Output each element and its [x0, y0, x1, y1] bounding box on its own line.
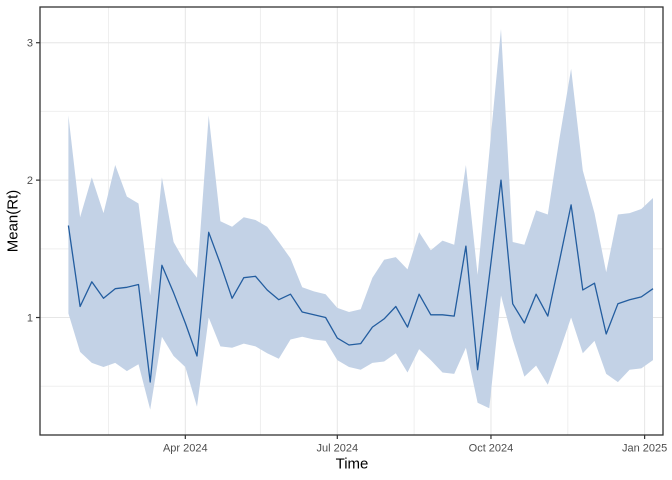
x-tick-label: Jul 2024: [317, 443, 359, 455]
mean-rt-line: [67, 179, 654, 383]
panel-border: [39, 6, 664, 436]
x-tick-label: Jan 2025: [622, 443, 667, 455]
y-axis-title: Mean(Rt): [4, 189, 22, 253]
y-tick-label: 2: [27, 175, 33, 187]
x-axis-title: Time: [335, 455, 369, 473]
y-tick-label: 1: [27, 313, 33, 325]
x-tick-label: Apr 2024: [163, 443, 208, 455]
credible-interval-ribbon: [68, 29, 653, 410]
x-tick-label: Oct 2024: [469, 443, 514, 455]
y-tick-label: 3: [27, 38, 33, 50]
